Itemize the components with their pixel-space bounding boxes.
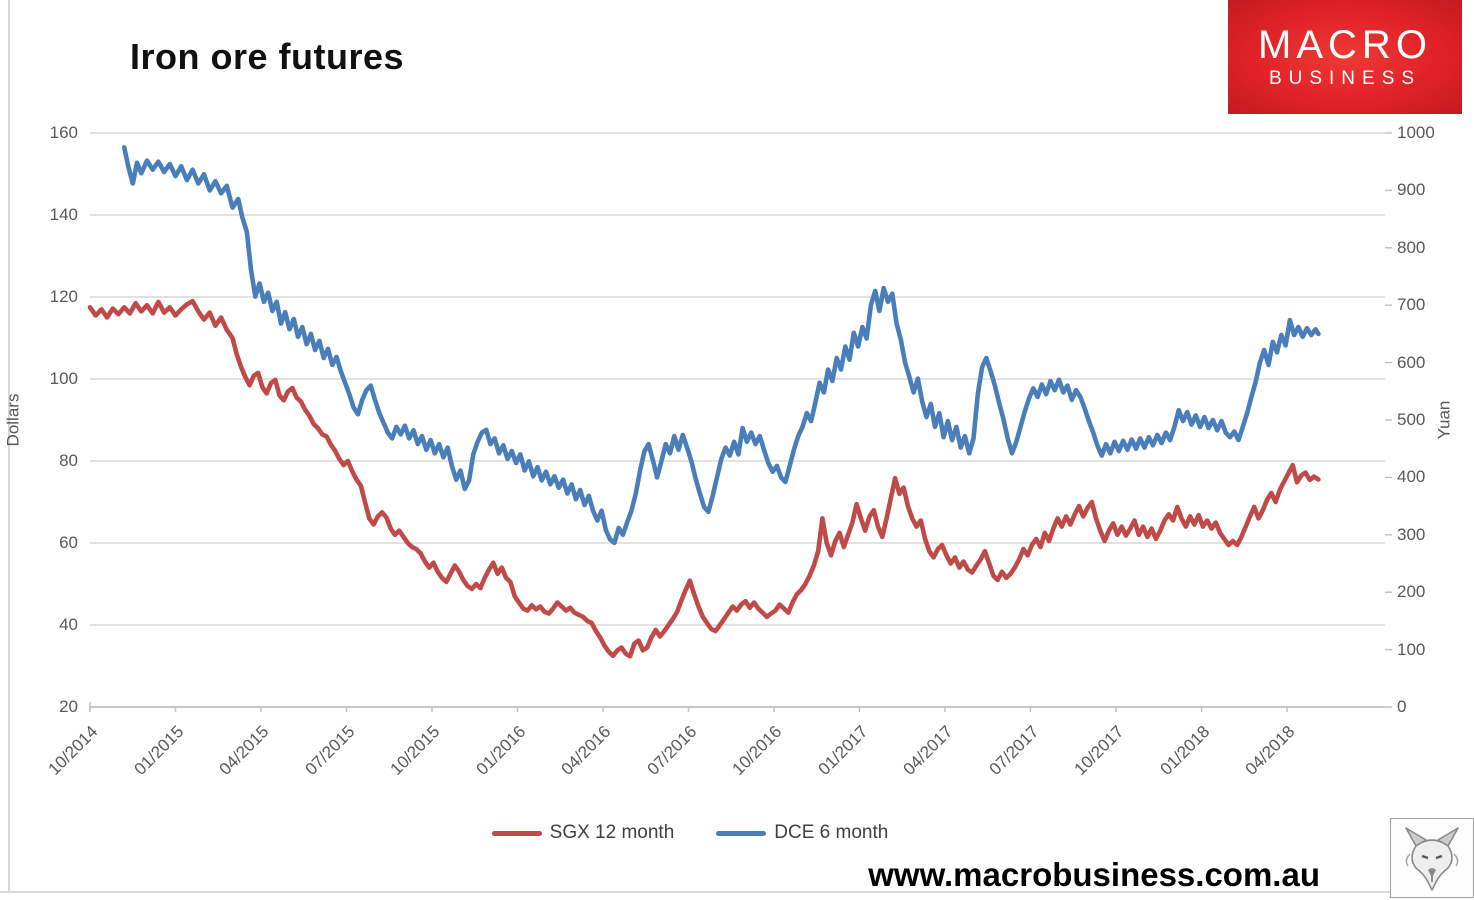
y-left-tick-label: 80 xyxy=(59,451,78,470)
legend-label-dce: DCE 6 month xyxy=(774,822,889,843)
y-left-tick-label: 40 xyxy=(59,615,78,634)
logo-text-business: BUSINESS xyxy=(1268,68,1422,89)
chart-title: Iron ore futures xyxy=(130,36,405,77)
legend-item-dce: DCE 6 month xyxy=(716,822,888,844)
website-link[interactable]: www.macrobusiness.com.au xyxy=(868,856,1320,893)
y-left-tick-label: 60 xyxy=(59,533,78,552)
y-left-tick-label: 140 xyxy=(49,205,78,224)
y-left-tick-label: 20 xyxy=(59,697,78,716)
y-axis-right-title: Yuan xyxy=(1434,400,1454,440)
y-left-tick-label: 100 xyxy=(49,369,78,388)
y-right-tick-label: 800 xyxy=(1397,237,1426,257)
y-right-tick-label: 500 xyxy=(1397,410,1426,429)
y-left-tick-label: 120 xyxy=(49,287,78,306)
legend-label-sgx: SGX 12 month xyxy=(549,822,675,843)
y-right-tick-label: 1000 xyxy=(1397,123,1435,142)
legend-item-sgx: SGX 12 month xyxy=(491,822,675,844)
y-right-tick-label: 200 xyxy=(1397,582,1426,602)
dce-line-swatch-icon xyxy=(716,830,767,836)
page-left-border xyxy=(8,0,10,893)
y-right-tick-label: 100 xyxy=(1397,639,1426,659)
page-bottom-border xyxy=(0,891,1474,893)
macrobusiness-logo: MACRO BUSINESS xyxy=(1228,0,1462,114)
y-right-tick-label: 0 xyxy=(1397,697,1407,716)
chart-legend: SGX 12 month DCE 6 month xyxy=(0,818,1380,848)
dce-series-line xyxy=(121,145,1321,546)
y-right-tick-label: 700 xyxy=(1397,295,1426,315)
sgx-line-swatch-icon xyxy=(491,830,542,836)
y-right-tick-label: 900 xyxy=(1397,180,1426,200)
wolf-icon xyxy=(1405,827,1459,891)
y-left-tick-label: 160 xyxy=(49,123,78,142)
y-right-tick-label: 600 xyxy=(1397,352,1426,372)
y-right-tick-label: 400 xyxy=(1397,467,1426,487)
y-right-tick-label: 300 xyxy=(1397,524,1426,544)
y-axis-left-title: Dollars xyxy=(3,393,23,447)
logo-text-macro: MACRO xyxy=(1258,23,1432,67)
sgx-series-line xyxy=(87,298,1321,659)
wolf-logo-box xyxy=(1390,818,1474,898)
